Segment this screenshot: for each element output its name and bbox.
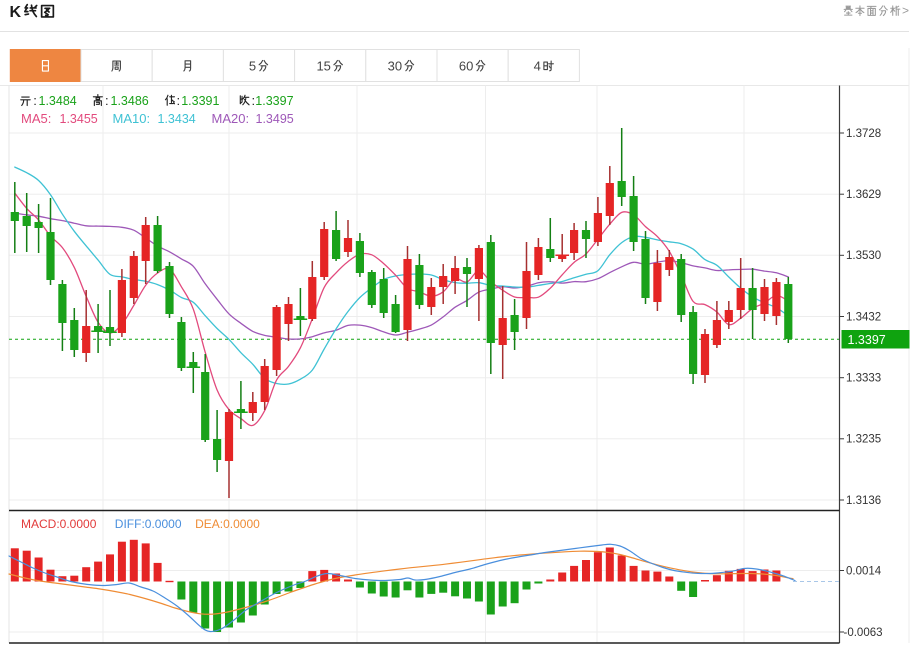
svg-text:30: 30 — [388, 59, 402, 74]
svg-text:1.3495: 1.3495 — [256, 112, 294, 126]
svg-text:MA5:: MA5: — [21, 111, 51, 126]
svg-text::: : — [177, 93, 181, 108]
svg-text:60: 60 — [459, 59, 473, 74]
svg-text:1.3486: 1.3486 — [111, 94, 149, 108]
svg-text:4: 4 — [534, 59, 541, 74]
svg-text:DEA:0.0000: DEA:0.0000 — [195, 517, 260, 531]
svg-text::: : — [33, 93, 37, 108]
svg-text:K: K — [10, 4, 22, 21]
svg-text:1.3397: 1.3397 — [848, 333, 886, 347]
svg-text::: : — [252, 93, 256, 108]
svg-text:5: 5 — [249, 59, 256, 74]
svg-text:1.3484: 1.3484 — [39, 94, 77, 108]
svg-text:>: > — [902, 4, 909, 18]
svg-text:1.3397: 1.3397 — [255, 94, 293, 108]
svg-text:1.3333: 1.3333 — [846, 373, 881, 385]
svg-text:1.3728: 1.3728 — [846, 128, 881, 140]
svg-text:1.3455: 1.3455 — [60, 112, 98, 126]
svg-text:1.3629: 1.3629 — [846, 189, 881, 201]
svg-text:MACD:0.0000: MACD:0.0000 — [21, 517, 97, 531]
svg-text:1.3530: 1.3530 — [846, 250, 881, 262]
svg-text:-0.0063: -0.0063 — [844, 627, 883, 639]
svg-text:1.3235: 1.3235 — [846, 434, 881, 446]
svg-text:1.3432: 1.3432 — [846, 311, 881, 323]
svg-text:15: 15 — [316, 59, 330, 74]
svg-text:MA10:: MA10: — [113, 111, 151, 126]
svg-text:MA20:: MA20: — [212, 111, 250, 126]
svg-text:0.0014: 0.0014 — [846, 565, 882, 577]
svg-text:1.3391: 1.3391 — [181, 94, 219, 108]
svg-text::: : — [105, 93, 109, 108]
svg-text:DIFF:0.0000: DIFF:0.0000 — [115, 517, 182, 531]
svg-text:1.3136: 1.3136 — [846, 495, 881, 507]
svg-text:1.3434: 1.3434 — [158, 112, 196, 126]
